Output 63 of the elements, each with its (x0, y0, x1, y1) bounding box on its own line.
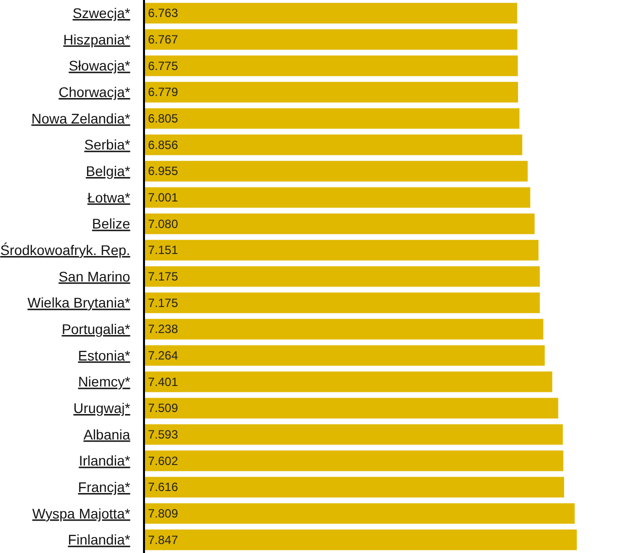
data-label: 7.616 (148, 480, 178, 494)
y-tick-label: Belize (92, 216, 130, 232)
bar (145, 424, 563, 445)
y-tick-label: Serbia* (84, 136, 131, 153)
y-tick-label: Albania (83, 426, 130, 442)
data-label: 7.264 (148, 348, 178, 362)
data-label: 7.151 (148, 243, 178, 258)
data-label: 6.767 (148, 32, 178, 46)
data-label: 6.775 (148, 58, 178, 73)
bar (145, 2, 518, 24)
bar (145, 292, 540, 314)
data-label: 7.175 (148, 270, 178, 284)
bar (145, 240, 539, 260)
bar (145, 108, 520, 129)
bar (145, 134, 522, 156)
bar (145, 187, 530, 208)
y-tick-label: Chorwacja* (58, 84, 131, 100)
y-tick-label: Środkowoafryk. Rep. (0, 242, 130, 258)
y-tick-label: Finlandia* (68, 532, 131, 548)
data-label: 7.175 (148, 296, 178, 310)
y-tick-label: Urugwaj* (73, 400, 131, 416)
y-tick-label: Niemcy* (78, 374, 131, 390)
bar (145, 29, 518, 50)
data-label: 6.805 (148, 112, 178, 126)
data-label: 6.856 (148, 138, 178, 152)
y-tick-label: Wyspa Majotta* (32, 505, 131, 522)
bar (145, 372, 552, 392)
y-tick-label: Wielka Brytania* (27, 294, 131, 311)
data-label: 6.779 (148, 85, 178, 100)
bar (145, 398, 558, 418)
bar (145, 476, 564, 498)
y-tick-label: Irlandia* (78, 452, 131, 469)
bar (145, 318, 544, 340)
y-tick-label: Belgia* (86, 163, 131, 180)
data-label: 7.401 (148, 374, 178, 389)
bar (145, 530, 577, 550)
data-label: 7.001 (148, 190, 178, 204)
y-tick-label: Łotwa* (87, 189, 131, 206)
bar (145, 82, 518, 102)
data-label: 6.955 (148, 164, 178, 178)
bar (145, 503, 575, 524)
data-label: 7.602 (148, 454, 178, 468)
data-label: 7.593 (148, 428, 178, 442)
y-tick-label: Nowa Zelandia* (31, 110, 131, 126)
y-tick-label: Szwecja* (72, 5, 131, 22)
y-tick-label: Słowacja* (68, 58, 131, 74)
y-tick-label: Hiszpania* (63, 31, 131, 48)
data-label: 7.080 (148, 216, 178, 231)
y-tick-label: Portugalia* (62, 321, 131, 338)
data-label: 7.847 (148, 532, 178, 547)
y-tick-label: San Marino (58, 268, 130, 284)
y-tick-label: Estonia* (78, 347, 131, 364)
data-label: 6.763 (148, 6, 178, 20)
data-label: 7.809 (148, 506, 178, 520)
bar (145, 160, 528, 182)
bar (145, 345, 545, 366)
bar (145, 214, 535, 234)
bar (145, 266, 540, 287)
bar (145, 450, 564, 472)
data-label: 7.509 (148, 401, 178, 416)
y-tick-label: Francja* (78, 479, 131, 496)
bar (145, 56, 518, 76)
data-label: 7.238 (148, 322, 178, 336)
